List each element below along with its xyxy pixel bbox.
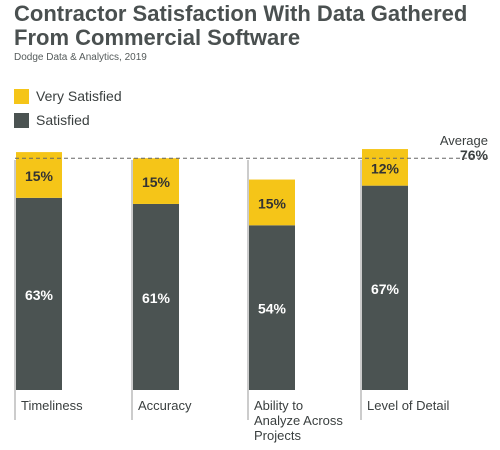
data-label-satisfied: 54% bbox=[258, 301, 287, 317]
category-label: Ability to Analyze Across Projects bbox=[254, 398, 364, 443]
category-label-line: Level of Detail bbox=[367, 398, 450, 413]
category-label: Accuracy bbox=[138, 398, 248, 413]
data-label-satisfied: 61% bbox=[142, 290, 171, 306]
bar-segment-satisfied bbox=[16, 197, 62, 390]
category-label-line: Projects bbox=[254, 428, 301, 443]
category-label-line: Timeliness bbox=[21, 398, 83, 413]
chart-title: Contractor Satisfaction With Data Gather… bbox=[14, 1, 468, 50]
legend-label-satisfied: Satisfied bbox=[36, 112, 90, 128]
category-label-line: Analyze Across bbox=[254, 413, 343, 428]
legend: Very Satisfied Satisfied bbox=[14, 84, 122, 132]
category-label-line: Ability to bbox=[254, 398, 304, 413]
data-label-very-satisfied: 15% bbox=[25, 168, 54, 184]
bar-segment-very-satisfied bbox=[133, 158, 179, 204]
data-label-satisfied: 63% bbox=[25, 287, 54, 303]
bar-segment-very-satisfied bbox=[362, 149, 408, 186]
data-label-very-satisfied: 15% bbox=[142, 174, 171, 190]
category-label: Timeliness bbox=[21, 398, 131, 413]
data-label-very-satisfied: 15% bbox=[258, 195, 287, 211]
bar-segment-very-satisfied bbox=[16, 152, 62, 198]
data-label-satisfied: 67% bbox=[371, 281, 400, 297]
average-label: Average bbox=[439, 133, 488, 148]
category-label: Level of Detail bbox=[367, 398, 477, 413]
legend-item-very-satisfied: Very Satisfied bbox=[14, 84, 122, 108]
legend-swatch-very-satisfied bbox=[14, 88, 29, 104]
legend-swatch-satisfied bbox=[14, 112, 29, 128]
chart-source: Dodge Data & Analytics, 2019 bbox=[14, 52, 147, 63]
average-value: 76% bbox=[459, 147, 488, 163]
bar-segment-very-satisfied bbox=[249, 179, 295, 226]
data-label-very-satisfied: 12% bbox=[371, 160, 400, 176]
legend-item-satisfied: Satisfied bbox=[14, 108, 122, 132]
category-label-line: Accuracy bbox=[138, 398, 192, 413]
bar-segment-satisfied bbox=[362, 185, 408, 390]
bar-segment-satisfied bbox=[249, 225, 295, 390]
legend-label-very-satisfied: Very Satisfied bbox=[36, 88, 122, 104]
bar-segment-satisfied bbox=[133, 203, 179, 390]
